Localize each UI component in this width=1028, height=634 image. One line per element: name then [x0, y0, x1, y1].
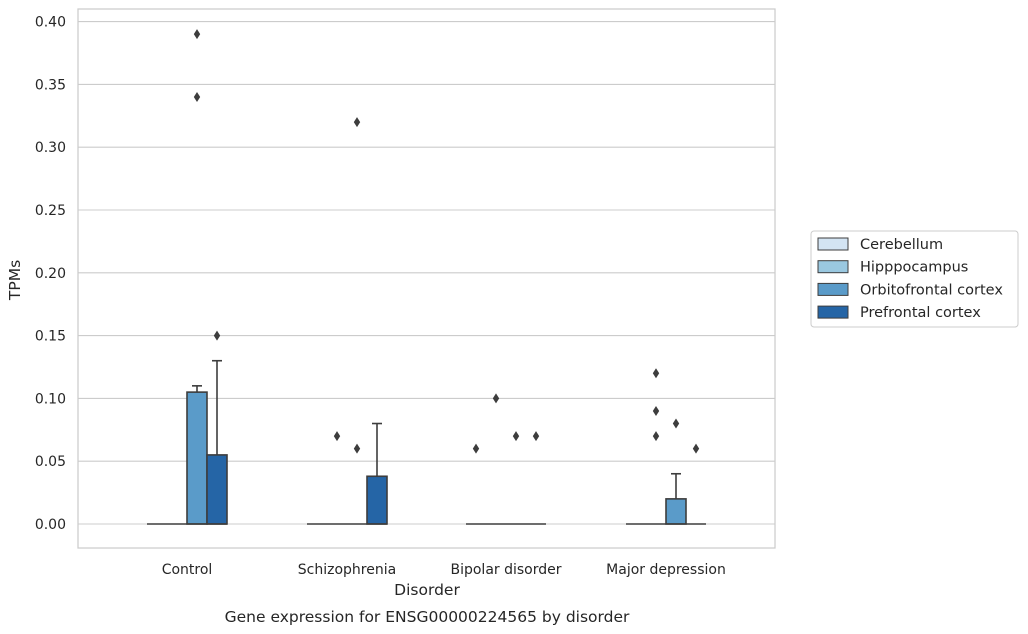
y-tick-label: 0.40	[35, 15, 66, 31]
x-tick-labels: Control Schizophrenia Bipolar disorder Majo…	[162, 562, 726, 578]
x-tick-label: Schizophrenia	[298, 562, 396, 578]
outlier-point	[492, 393, 500, 404]
x-tick-label: Major depression	[606, 562, 726, 578]
boxes	[147, 359, 706, 525]
outlier-point	[472, 443, 480, 454]
legend-swatch	[817, 305, 849, 319]
outlier-point	[652, 368, 660, 379]
legend-swatch	[817, 260, 849, 274]
outlier-point	[193, 29, 201, 40]
outlier-point	[353, 443, 361, 454]
box-group	[665, 472, 687, 525]
outlier-point	[193, 91, 201, 102]
x-tick-label: Bipolar disorder	[450, 562, 561, 578]
outlier-point	[692, 443, 700, 454]
box-group	[186, 385, 208, 525]
y-tick-label: 0.30	[35, 140, 66, 156]
y-tick-label: 0.25	[35, 203, 66, 219]
y-tick-labels: 0.00 0.05 0.10 0.15 0.20 0.25 0.30 0.35 0.40	[35, 15, 66, 533]
outlier-point	[213, 330, 221, 341]
y-tick-label: 0.10	[35, 391, 66, 407]
legend-swatch	[817, 282, 849, 296]
outlier-point	[652, 431, 660, 442]
box-rect	[665, 498, 687, 525]
outlier-point	[672, 418, 680, 429]
legend-label: Hipppocampus	[860, 260, 968, 276]
outlier-point	[532, 431, 540, 442]
plot-border	[77, 8, 776, 549]
outlier-point	[652, 405, 660, 416]
y-tick-label: 0.20	[35, 266, 66, 282]
x-tick-label: Control	[162, 562, 213, 578]
legend-label: Cerebellum	[860, 237, 943, 253]
legend: Cerebellum Hipppocampus Orbitofrontal cort…	[810, 230, 1019, 328]
plot-area	[78, 9, 775, 548]
outliers	[193, 29, 700, 454]
box-group	[366, 422, 388, 525]
y-tick-label: 0.35	[35, 77, 66, 93]
legend-swatch	[817, 237, 849, 251]
figure-caption: Gene expression for ENSG00000224565 by d…	[225, 608, 630, 626]
outlier-point	[512, 431, 520, 442]
legend-label: Prefrontal cortex	[860, 305, 981, 321]
box-group	[206, 359, 228, 525]
outlier-point	[353, 117, 361, 128]
y-tick-label: 0.00	[35, 517, 66, 533]
legend-label: Orbitofrontal cortex	[860, 282, 1003, 298]
y-axis-label: TPMs	[6, 260, 24, 301]
x-axis-label: Disorder	[394, 581, 460, 599]
box-rect	[206, 454, 228, 525]
box-rect	[186, 391, 208, 525]
y-tick-label: 0.15	[35, 329, 66, 345]
box-rect	[366, 475, 388, 525]
legend-frame	[810, 230, 1019, 328]
y-tick-label: 0.05	[35, 454, 66, 470]
outlier-point	[333, 431, 341, 442]
